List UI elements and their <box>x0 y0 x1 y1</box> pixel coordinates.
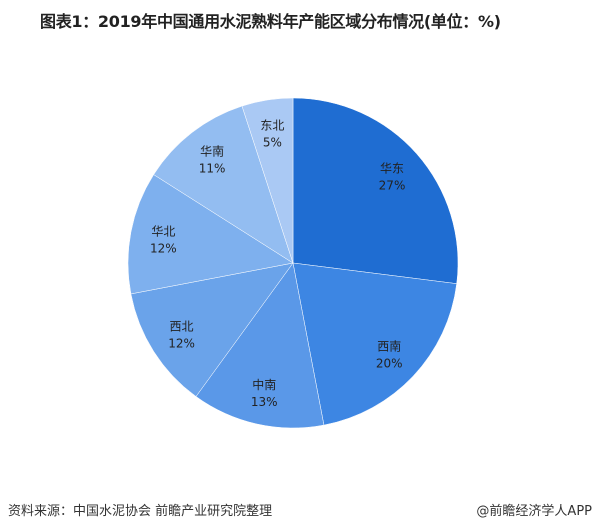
pie-slice-西南 <box>292 262 457 426</box>
slice-category-label: 东北 <box>260 119 284 133</box>
chart-title: 图表1：2019年中国通用水泥熟料年产能区域分布情况(单位：%) <box>40 12 501 31</box>
pie-slice-华南 <box>153 105 294 264</box>
pie-slice-华东 <box>292 97 459 284</box>
pie-slice-西北 <box>130 262 294 397</box>
slice-category-label: 西北 <box>170 320 194 334</box>
slice-value-label: 27% <box>379 179 406 193</box>
slice-category-label: 华东 <box>380 162 404 176</box>
slice-value-label: 13% <box>251 395 278 409</box>
slice-value-label: 12% <box>150 241 177 255</box>
slice-category-label: 华南 <box>200 144 224 159</box>
slice-value-label: 20% <box>376 356 403 370</box>
slice-value-label: 11% <box>199 162 226 176</box>
slice-category-label: 中南 <box>252 377 276 392</box>
pie-slice-东北 <box>241 97 294 264</box>
credit-note: @前瞻经济学人APP <box>476 504 592 519</box>
slice-value-label: 12% <box>168 337 195 351</box>
slice-category-label: 西南 <box>377 338 401 353</box>
source-note: 资料来源：中国水泥协会 前瞻产业研究院整理 <box>8 504 273 519</box>
pie-slice-中南 <box>195 262 325 429</box>
slice-value-label: 5% <box>263 136 282 150</box>
slice-category-label: 华北 <box>151 224 175 238</box>
pie-slice-华北 <box>127 174 294 295</box>
